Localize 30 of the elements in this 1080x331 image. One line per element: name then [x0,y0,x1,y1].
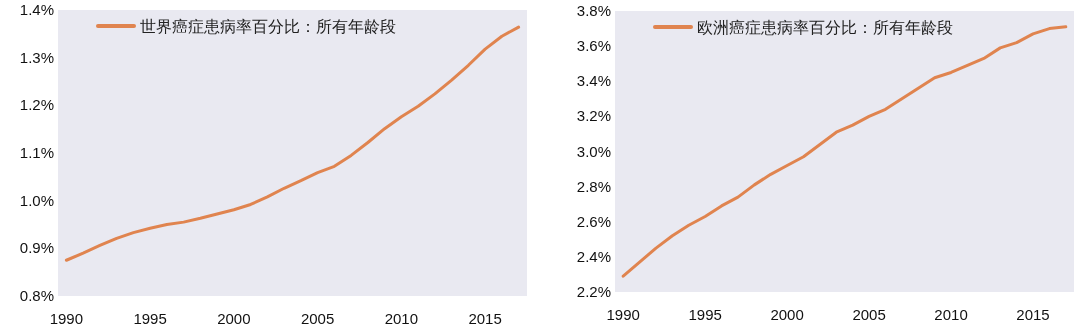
y-tick-label: 1.2% [19,96,54,114]
x-tick-label: 2015 [1016,306,1050,323]
x-tick-label: 2005 [852,306,886,323]
x-tick-label: 2000 [770,306,804,323]
x-tick-label: 1995 [133,310,167,327]
y-tick-label: 1.3% [19,48,54,66]
x-tick-label: 2015 [468,310,502,327]
x-tick-label: 2010 [384,310,419,327]
y-tick-label: 0.8% [19,287,54,304]
x-tick-label: 1995 [688,306,722,323]
x-tick-label: 2010 [934,306,968,323]
x-tick-label: 2005 [300,310,335,327]
x-tick-label: 2000 [217,310,251,327]
y-tick-label: 2.8% [576,177,611,195]
legend-label: 欧洲癌症患病率百分比：所有年龄段 [697,19,953,36]
y-tick-label: 3.4% [576,72,611,90]
y-tick-label: 1.4% [19,1,54,18]
y-tick-label: 3.2% [576,107,611,125]
y-tick-label: 2.2% [576,283,611,300]
y-tick-label: 2.4% [576,247,611,265]
y-tick-label: 3.8% [576,2,611,19]
y-tick-label: 3.6% [576,37,611,55]
x-tick-label: 1990 [606,306,640,323]
y-tick-label: 1.0% [19,191,54,209]
y-tick-label: 0.9% [19,239,54,257]
x-tick-label: 1990 [49,310,84,327]
y-tick-label: 3.0% [576,142,611,160]
y-tick-label: 2.6% [576,212,611,230]
legend-label: 世界癌症患病率百分比：所有年龄段 [140,18,396,35]
y-tick-label: 1.1% [19,144,54,161]
